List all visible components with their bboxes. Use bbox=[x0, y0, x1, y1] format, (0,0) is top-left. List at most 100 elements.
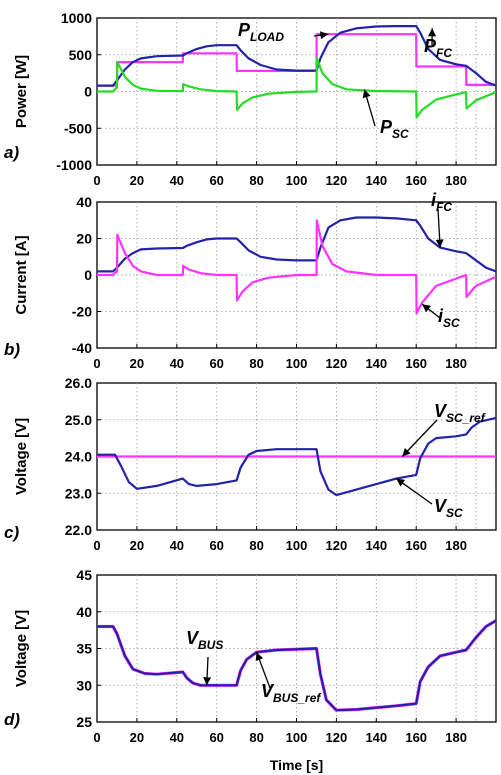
panel-label: b) bbox=[4, 340, 20, 359]
x-tick-label: 0 bbox=[93, 173, 100, 188]
series-label-main: P bbox=[380, 117, 393, 137]
series-label-p-fc: PFC bbox=[424, 28, 452, 60]
y-tick-label: 45 bbox=[76, 567, 92, 583]
series-line-p-fc bbox=[97, 25, 496, 87]
panel-label: d) bbox=[4, 710, 20, 729]
x-tick-label: 60 bbox=[209, 173, 223, 188]
series-label-subscript: BUS_ref bbox=[273, 691, 321, 705]
y-tick-label: -20 bbox=[72, 304, 92, 320]
series-label-i-fc: iFC bbox=[431, 190, 452, 248]
x-tick-label: 100 bbox=[286, 730, 308, 745]
x-tick-label: 140 bbox=[365, 538, 387, 553]
series-label-text: PFC bbox=[424, 36, 452, 60]
series-label-main: V bbox=[186, 628, 200, 648]
series-label-text: VBUS bbox=[186, 628, 223, 652]
x-tick-label: 140 bbox=[365, 730, 387, 745]
x-tick-label: 60 bbox=[209, 538, 223, 553]
x-tick-label: 0 bbox=[93, 538, 100, 553]
x-tick-label: 140 bbox=[365, 356, 387, 371]
series-line-v-bus bbox=[97, 619, 496, 712]
series-label-main: P bbox=[238, 20, 251, 40]
x-tick-label: 180 bbox=[445, 730, 467, 745]
x-tick-label: 120 bbox=[326, 356, 348, 371]
series-line-v-sc bbox=[97, 416, 496, 497]
chart-panel-b: -40 -20 0 20 40 0 20 40 60 80 100 120 140 160 180 Curre… bbox=[4, 190, 497, 371]
x-tick-label: 40 bbox=[170, 173, 184, 188]
y-axis-label: Voltage [V] bbox=[13, 610, 30, 687]
label-arrow bbox=[401, 419, 438, 457]
series-label-main: V bbox=[434, 496, 448, 516]
label-arrowhead bbox=[402, 447, 411, 457]
series-label-subscript: FC bbox=[436, 200, 452, 214]
series-label-v-sc: VSC bbox=[395, 478, 463, 520]
x-tick-label: 40 bbox=[170, 356, 184, 371]
series-line-i-fc bbox=[97, 216, 496, 273]
series-label-v-sc-ref: VSC_ref bbox=[401, 401, 486, 457]
series-label-main: i bbox=[431, 190, 437, 210]
series-label-subscript: FC bbox=[436, 46, 452, 60]
label-arrowhead bbox=[255, 652, 264, 662]
label-arrowhead bbox=[435, 239, 444, 248]
x-tick-label: 160 bbox=[405, 538, 427, 553]
series-label-text: iFC bbox=[431, 190, 452, 214]
x-tick-label: 60 bbox=[209, 730, 223, 745]
y-axis-label: Power [W] bbox=[13, 55, 30, 128]
x-tick-label: 100 bbox=[286, 173, 308, 188]
series-label-subscript: BUS bbox=[198, 638, 223, 652]
x-tick-label: 20 bbox=[130, 356, 144, 371]
y-tick-label: 35 bbox=[76, 641, 92, 657]
series-label-main: P bbox=[424, 36, 437, 56]
series-label-text: iSC bbox=[438, 306, 460, 330]
y-tick-label: 1000 bbox=[61, 10, 92, 26]
series-label-subscript: SC bbox=[443, 316, 460, 330]
label-arrowhead bbox=[319, 31, 329, 40]
series-label-text: VSC bbox=[434, 496, 463, 520]
x-tick-label: 160 bbox=[405, 730, 427, 745]
series-label-subscript: SC bbox=[392, 127, 409, 141]
series-label-main: V bbox=[261, 681, 275, 701]
x-tick-label: 120 bbox=[326, 538, 348, 553]
x-tick-label: 160 bbox=[405, 356, 427, 371]
series-label-v-bus-ref: VBUS_ref bbox=[255, 651, 321, 705]
x-tick-label: 120 bbox=[326, 173, 348, 188]
label-arrowhead bbox=[203, 677, 212, 686]
y-tick-label: 40 bbox=[76, 194, 92, 210]
panel-label: a) bbox=[4, 143, 19, 162]
y-tick-label: -1000 bbox=[56, 157, 92, 173]
series-line-p-sc bbox=[97, 57, 496, 119]
x-tick-label: 40 bbox=[170, 538, 184, 553]
series-label-p-load: PLOAD bbox=[238, 20, 329, 44]
series-label-subscript: LOAD bbox=[250, 30, 284, 44]
label-arrowhead bbox=[362, 89, 371, 99]
x-tick-label: 120 bbox=[326, 730, 348, 745]
series-label-subscript: SC_ref bbox=[446, 411, 486, 425]
x-tick-label: 20 bbox=[130, 730, 144, 745]
chart-panel-d: 25 30 35 40 45 0 20 40 60 80 100 120 140 160 180 Voltag… bbox=[4, 567, 497, 773]
label-arrowhead bbox=[422, 304, 431, 313]
label-arrowhead bbox=[428, 28, 437, 37]
x-tick-label: 180 bbox=[445, 356, 467, 371]
series-label-v-bus: VBUS bbox=[186, 628, 223, 686]
y-tick-label: 25.0 bbox=[65, 412, 92, 428]
y-tick-label: 0 bbox=[84, 267, 92, 283]
panel-label: c) bbox=[4, 523, 19, 542]
y-tick-label: 0 bbox=[84, 84, 92, 100]
series-label-p-sc: PSC bbox=[362, 89, 409, 141]
y-tick-label: 500 bbox=[69, 47, 93, 63]
y-tick-label: 26.0 bbox=[65, 375, 92, 391]
x-tick-label: 20 bbox=[130, 538, 144, 553]
y-axis-label: Current [A] bbox=[13, 235, 30, 314]
x-tick-label: 140 bbox=[365, 173, 387, 188]
y-tick-label: 25 bbox=[76, 714, 92, 730]
series-label-i-sc: iSC bbox=[421, 303, 460, 330]
x-tick-label: 80 bbox=[249, 730, 263, 745]
x-tick-label: 100 bbox=[286, 538, 308, 553]
y-tick-label: 23.0 bbox=[65, 485, 92, 501]
series-label-subscript: SC bbox=[446, 506, 463, 520]
x-tick-label: 80 bbox=[249, 173, 263, 188]
chart-panel-c: 22.0 23.0 24.0 25.0 26.0 0 20 40 60 80 100 120 140 16… bbox=[4, 375, 497, 553]
x-tick-label: 40 bbox=[170, 730, 184, 745]
series-label-text: PSC bbox=[380, 117, 409, 141]
series-label-text: VBUS_ref bbox=[261, 681, 321, 705]
